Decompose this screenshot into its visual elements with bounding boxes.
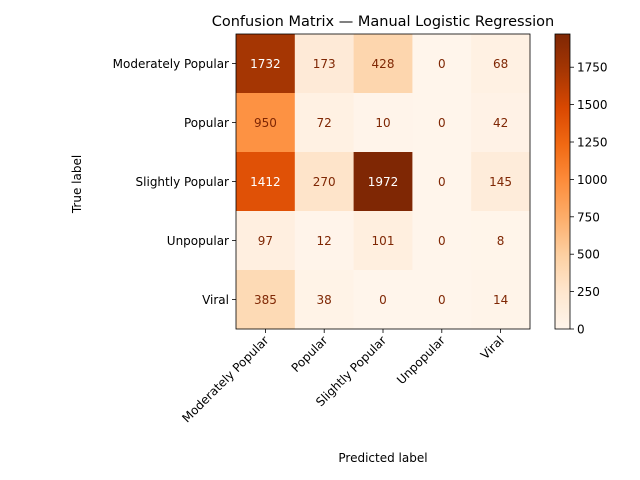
heatmap-cell <box>353 211 413 271</box>
colorbar-axis: 0 250 500 750 1000 1250 1500 1750 <box>570 61 608 337</box>
x-tick-label: Popular <box>289 333 331 375</box>
heatmap-cell <box>236 270 296 330</box>
heatmap-cell <box>412 152 472 212</box>
heatmap-cell <box>236 34 296 94</box>
y-axis: Moderately Popular Popular Slightly Popula… <box>113 57 236 307</box>
heatmap-cell <box>236 152 296 212</box>
cell-value-label: 68 <box>493 57 508 71</box>
heatmap-cell <box>412 34 472 94</box>
heatmap-cell <box>471 34 531 94</box>
cell-value-label: 12 <box>317 234 332 248</box>
cell-value-label: 101 <box>372 234 395 248</box>
heatmap-cell <box>471 93 531 153</box>
colorbar-tick-label: 1750 <box>577 61 608 75</box>
colorbar-tick-label: 0 <box>577 323 585 337</box>
colorbar-tick-label: 500 <box>577 248 600 262</box>
colorbar-tick-label: 250 <box>577 285 600 299</box>
heatmap-cell <box>294 93 354 153</box>
colorbar-tick-label: 1000 <box>577 173 608 187</box>
chart-title: Confusion Matrix — Manual Logistic Regre… <box>212 14 555 30</box>
heatmap-cell <box>471 152 531 212</box>
cell-value-label: 8 <box>497 234 505 248</box>
cell-value-label: 1972 <box>368 175 399 189</box>
cell-value-label: 0 <box>438 175 446 189</box>
y-tick-label: Popular <box>184 116 229 130</box>
cell-value-label: 0 <box>438 116 446 130</box>
cell-value-label: 1732 <box>250 57 281 71</box>
y-tick-label: Viral <box>202 293 229 307</box>
heatmap-cell <box>294 211 354 271</box>
heatmap-cell <box>353 152 413 212</box>
colorbar-tick-label: 1250 <box>577 136 608 150</box>
cell-value-label: 270 <box>313 175 336 189</box>
cell-value-label: 14 <box>493 293 508 307</box>
cell-value-label: 38 <box>317 293 332 307</box>
heatmap-cell <box>353 34 413 94</box>
cell-value-label: 0 <box>438 293 446 307</box>
cell-value-label: 950 <box>254 116 277 130</box>
heatmap-cell <box>412 93 472 153</box>
cell-value-label: 0 <box>379 293 387 307</box>
heatmap-cell <box>294 152 354 212</box>
colorbar-tick-label: 750 <box>577 210 600 224</box>
x-tick-label: Moderately Popular <box>179 333 271 425</box>
cell-value-label: 145 <box>489 175 512 189</box>
cell-value-label: 385 <box>254 293 277 307</box>
heatmap-cell <box>236 211 296 271</box>
x-tick-label: Viral <box>478 333 507 362</box>
heatmap-cell <box>471 211 531 271</box>
cell-value-label: 42 <box>493 116 508 130</box>
heatmap-cell <box>471 270 531 330</box>
y-axis-label: True label <box>70 155 84 214</box>
cell-value-label: 0 <box>438 57 446 71</box>
cell-value-label: 428 <box>372 57 395 71</box>
heatmap-cell <box>412 270 472 330</box>
y-tick-label: Unpopular <box>167 234 229 248</box>
heatmap-cell <box>412 211 472 271</box>
y-tick-label: Slightly Popular <box>136 175 230 189</box>
x-tick-label: Unpopular <box>394 333 448 387</box>
cell-value-label: 1412 <box>250 175 281 189</box>
heatmap-cell <box>353 270 413 330</box>
cell-value-label: 10 <box>375 116 390 130</box>
cell-value-label: 72 <box>317 116 332 130</box>
cell-value-label: 0 <box>438 234 446 248</box>
colorbar <box>554 33 571 330</box>
x-axis-label: Predicted label <box>338 451 427 465</box>
heatmap-cell <box>294 270 354 330</box>
colorbar-tick-label: 1500 <box>577 98 608 112</box>
heatmap-cell <box>294 34 354 94</box>
y-tick-label: Moderately Popular <box>113 57 229 71</box>
heatmap-cell <box>236 93 296 153</box>
cell-value-label: 97 <box>258 234 273 248</box>
heatmap-cell <box>353 93 413 153</box>
cell-value-label: 173 <box>313 57 336 71</box>
